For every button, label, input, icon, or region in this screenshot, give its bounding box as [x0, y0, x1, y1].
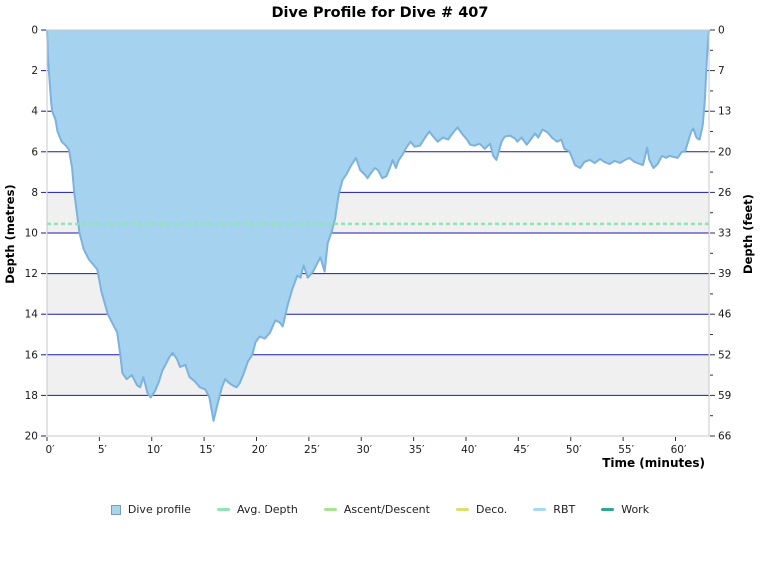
legend-label: Ascent/Descent	[343, 503, 430, 516]
svg-text:10′: 10′	[147, 444, 163, 456]
legend-item-dive-profile: Dive profile	[110, 503, 191, 516]
svg-text:52: 52	[718, 349, 731, 361]
chart-legend: Dive profile Avg. Depth Ascent/Descent Deco…	[0, 503, 760, 516]
plot-border	[46, 29, 710, 437]
legend-item-avg-depth: Avg. Depth	[216, 503, 298, 516]
svg-text:40′: 40′	[461, 444, 477, 456]
svg-text:0: 0	[718, 25, 725, 37]
dive-profile-series	[46, 29, 710, 422]
svg-text:4: 4	[31, 106, 38, 118]
legend-item-rbt: RBT	[533, 503, 575, 516]
y-axis-label-metres: Depth (metres)	[3, 184, 17, 284]
bottom-axis: 0′ 5′ 10′ 15′ 20′ 25′ 30′ 35′ 40′ 45′ 50′ 55′ 60′	[45, 437, 687, 456]
svg-text:39: 39	[718, 268, 731, 280]
legend-swatch-icon	[216, 507, 230, 512]
svg-text:2: 2	[31, 65, 38, 77]
svg-text:13: 13	[718, 106, 731, 118]
legend-swatch-icon	[601, 507, 615, 512]
svg-text:16: 16	[25, 349, 39, 361]
y-axis-label-feet: Depth (feet)	[741, 194, 755, 274]
legend-label: RBT	[553, 503, 576, 516]
svg-text:45′: 45′	[513, 444, 529, 456]
svg-text:25′: 25′	[304, 444, 320, 456]
svg-text:15′: 15′	[199, 444, 215, 456]
legend-swatch-icon	[323, 507, 337, 512]
svg-text:59: 59	[718, 390, 731, 402]
x-axis-label-time: Time (minutes)	[602, 456, 705, 470]
svg-text:0: 0	[31, 25, 38, 37]
legend-swatch-icon	[455, 507, 469, 512]
svg-text:66: 66	[718, 431, 732, 443]
svg-text:0′: 0′	[45, 444, 55, 456]
right-axis: 0 7 13 20 26 33 39 46 52 59 66	[710, 25, 732, 443]
svg-text:30′: 30′	[356, 444, 372, 456]
svg-text:33: 33	[718, 228, 731, 240]
svg-text:8: 8	[31, 187, 38, 199]
svg-text:5′: 5′	[98, 444, 108, 456]
legend-label: Deco.	[475, 503, 508, 516]
svg-text:6: 6	[31, 146, 38, 158]
legend-item-work: Work	[601, 503, 649, 516]
svg-text:20′: 20′	[252, 444, 268, 456]
legend-swatch-icon	[110, 504, 121, 515]
svg-text:18: 18	[25, 390, 38, 402]
legend-label: Dive profile	[127, 503, 191, 516]
svg-text:12: 12	[25, 268, 38, 280]
svg-text:20: 20	[25, 431, 38, 443]
legend-item-ascent-descent: Ascent/Descent	[323, 503, 430, 516]
svg-text:20: 20	[718, 146, 731, 158]
svg-text:35′: 35′	[409, 444, 425, 456]
legend-label: Work	[621, 503, 650, 516]
svg-text:14: 14	[25, 309, 39, 321]
legend-label: Avg. Depth	[236, 503, 298, 516]
svg-text:46: 46	[718, 309, 732, 321]
left-axis: 0 2 4 6 8 10 12 14 16 18 20	[25, 25, 46, 443]
svg-text:26: 26	[718, 187, 732, 199]
svg-text:55′: 55′	[618, 444, 634, 456]
chart-title: Dive Profile for Dive # 407	[271, 5, 489, 21]
svg-text:60′: 60′	[671, 444, 687, 456]
svg-text:7: 7	[718, 65, 725, 77]
legend-item-deco: Deco.	[455, 503, 508, 516]
legend-swatch-icon	[533, 507, 547, 512]
svg-text:50′: 50′	[566, 444, 582, 456]
svg-text:10: 10	[25, 228, 38, 240]
